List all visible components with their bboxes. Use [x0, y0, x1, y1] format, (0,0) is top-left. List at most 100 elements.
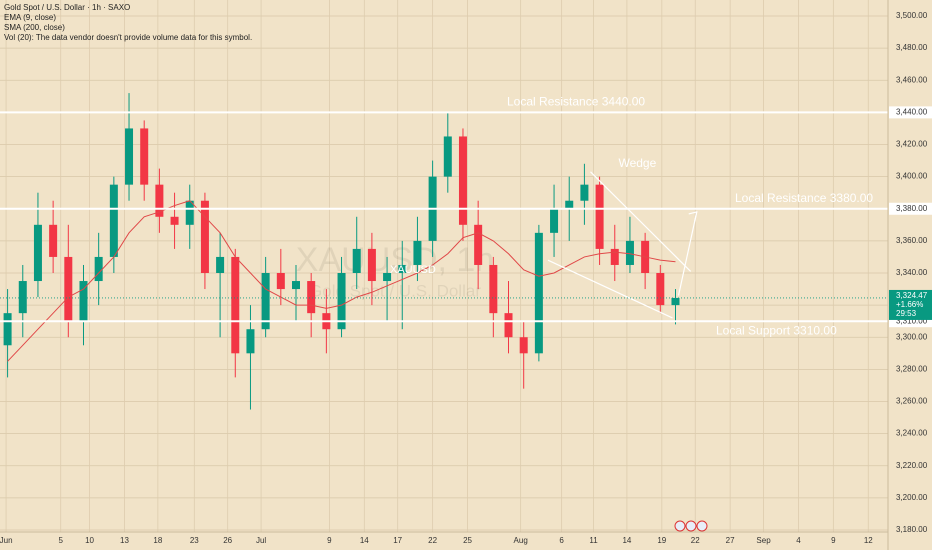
x-tick-label: 6 — [559, 536, 564, 545]
x-tick-label: 10 — [85, 536, 94, 545]
y-tick-label: 3,220.00 — [896, 461, 928, 470]
candle-body — [109, 184, 118, 257]
arrow-head[interactable] — [688, 211, 698, 222]
y-tick-label: 3,500.00 — [896, 11, 928, 20]
indicator[interactable]: SMA (200, close) — [4, 23, 65, 32]
y-tick-label: 3,480.00 — [896, 43, 928, 52]
event-icons[interactable] — [674, 520, 708, 532]
symbol-line[interactable]: Gold Spot / U.S. Dollar · 1h · SAXO — [4, 3, 130, 12]
candle-body — [625, 240, 634, 265]
indicator[interactable]: Vol (20): The data vendor doesn't provid… — [4, 33, 252, 42]
x-tick-label: 22 — [691, 536, 700, 545]
level-label[interactable]: Local Support 3310.00 — [716, 323, 837, 337]
candle-body — [519, 337, 528, 354]
candle-body — [337, 273, 346, 330]
level-label[interactable]: Local Resistance 3380.00 — [735, 191, 873, 205]
candle-body — [307, 281, 316, 314]
candle-body — [231, 256, 240, 354]
candle-body — [671, 297, 680, 306]
y-tick-label: 3,360.00 — [896, 236, 928, 245]
drawing-text[interactable]: XAUUSD — [390, 264, 436, 276]
candle-body — [610, 248, 619, 265]
candle-body — [79, 281, 88, 322]
x-tick-label: 14 — [622, 536, 631, 545]
countdown: 29:53 — [896, 309, 917, 318]
candle-body — [49, 224, 58, 257]
x-tick-label: Sep — [756, 536, 771, 545]
y-tick-label: 3,240.00 — [896, 429, 928, 438]
candle-body — [94, 256, 103, 282]
candle-body — [170, 216, 179, 225]
candle-body — [246, 329, 255, 354]
candle-body — [33, 224, 42, 282]
candle-body — [276, 273, 285, 290]
watermark-symbol: XAUUSD, 1h — [296, 241, 494, 279]
candle-body — [595, 184, 604, 249]
watermark-description: Gold Spot / U.S. Dollar — [309, 281, 481, 300]
x-tick-label: 26 — [223, 536, 232, 545]
candle-body — [656, 273, 665, 306]
candle-body — [185, 200, 194, 225]
x-tick-label: 14 — [360, 536, 369, 545]
x-tick-label: 12 — [864, 536, 873, 545]
x-tick-label: 9 — [327, 536, 332, 545]
level-axis-label: 3,310.00 — [896, 316, 928, 325]
x-tick-label: Jun — [0, 536, 13, 545]
candle-body — [125, 128, 134, 185]
candle-body — [64, 256, 73, 322]
candle-body — [216, 256, 225, 273]
candle-body — [383, 273, 392, 282]
x-tick-label: 13 — [120, 536, 129, 545]
y-tick-label: 3,280.00 — [896, 364, 928, 373]
candle-body — [474, 224, 483, 265]
candle-body — [18, 281, 27, 314]
indicator[interactable]: EMA (9, close) — [4, 13, 56, 22]
level-label[interactable]: Local Resistance 3440.00 — [507, 95, 645, 109]
x-tick-label: 5 — [58, 536, 63, 545]
candle-body — [292, 281, 300, 290]
candle-body — [489, 264, 498, 314]
x-tick-label: 9 — [831, 536, 836, 545]
candle-body — [580, 184, 589, 201]
x-tick-label: 23 — [190, 536, 199, 545]
last-price-change: +1.66% — [896, 300, 923, 309]
x-tick-label: 27 — [726, 536, 735, 545]
x-tick-label: 19 — [657, 536, 666, 545]
last-price-box — [889, 289, 932, 320]
y-tick-label: 3,340.00 — [896, 268, 928, 277]
y-tick-label: 3,200.00 — [896, 493, 928, 502]
x-tick-label: Aug — [514, 536, 528, 545]
candle-body — [443, 136, 452, 177]
candle-body — [155, 184, 164, 217]
y-tick-label: 3,420.00 — [896, 140, 928, 149]
last-price-label: 3,324.47 — [896, 291, 928, 300]
candle-body — [367, 248, 376, 282]
y-tick-label: 3,180.00 — [896, 525, 928, 534]
y-tick-label: 3,260.00 — [896, 397, 928, 406]
level-axis-label: 3,440.00 — [896, 107, 928, 116]
level-axis-box — [889, 202, 932, 215]
wedge-label[interactable]: Wedge — [618, 156, 656, 170]
level-axis-box — [889, 106, 932, 119]
candle-body — [550, 208, 559, 233]
wedge-line[interactable] — [547, 259, 673, 319]
x-tick-label: 25 — [463, 536, 472, 545]
candle-body — [534, 232, 543, 354]
x-tick-label: 4 — [796, 536, 801, 545]
x-tick-label: Jul — [256, 536, 266, 545]
candle-body — [352, 248, 361, 273]
x-tick-label: 17 — [393, 536, 402, 545]
candle-body — [398, 264, 407, 273]
x-tick-label: 18 — [153, 536, 162, 545]
x-tick-label: 22 — [428, 536, 437, 545]
candle-body — [140, 128, 149, 185]
candle-body — [458, 136, 467, 225]
wedge-line[interactable] — [590, 171, 692, 272]
arrow-line[interactable] — [677, 211, 698, 296]
candle-body — [261, 273, 270, 330]
level-axis-label: 3,380.00 — [896, 204, 928, 213]
y-tick-label: 3,300.00 — [896, 332, 928, 341]
candle-body — [565, 200, 574, 209]
